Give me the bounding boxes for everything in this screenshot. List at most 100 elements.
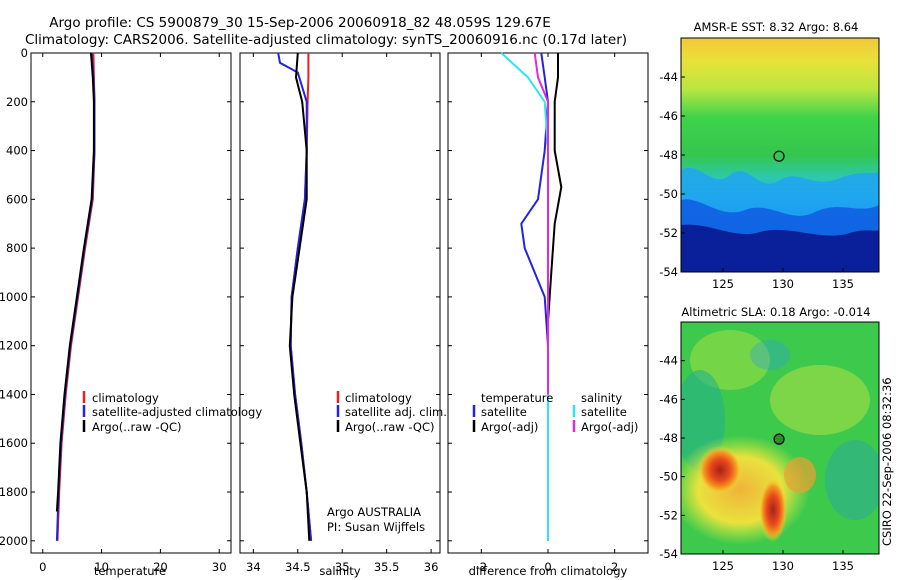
- salinity-panel: 34 34.5 35 35.5 36 salinity climatology sate…: [239, 52, 447, 578]
- sla-heatmap: [681, 322, 879, 554]
- x-tick-label: 2: [611, 560, 618, 574]
- legend-label-sal-argo: Argo(-adj): [581, 420, 638, 434]
- sla-hot-spot: [759, 478, 787, 542]
- x-tick-label: -2: [476, 560, 487, 574]
- x-tick-label: 125: [712, 559, 734, 573]
- y-tick-label: 1200: [0, 339, 28, 353]
- sst-deep-band: [681, 224, 879, 272]
- temperature-panel: 0 10 20 30 0 200 400 600 800 1000 1200 1400 1600 1800…: [0, 46, 262, 578]
- x-tick-label: 36: [424, 560, 439, 574]
- y-tick-label: 0: [21, 46, 28, 60]
- y-tick-label: -54: [659, 547, 678, 561]
- x-tick-label: 20: [153, 560, 168, 574]
- legend-label-temp-satellite: satellite: [481, 405, 527, 419]
- sla-blob: [825, 440, 879, 520]
- difference-panel: -2 0 2 difference from climatology tempera…: [447, 52, 649, 578]
- sst-heatmap: [681, 38, 879, 272]
- temperature-frame: [30, 52, 232, 554]
- y-tick-label: -50: [659, 187, 678, 201]
- x-tick-label: 135: [832, 277, 854, 291]
- series-line-satellite-adj-clim-: [277, 52, 313, 541]
- sst-map: AMSR-E SST: 8.32 Argo: 8.64 125 130 135 -44…: [659, 20, 880, 291]
- salinity-xlabel: salinity: [319, 564, 360, 578]
- y-tick-label: -50: [659, 470, 678, 484]
- series-line-satellite-adjusted-climatology: [55, 52, 96, 541]
- x-tick-label: 135: [832, 559, 854, 573]
- y-tick-label: 2000: [0, 534, 28, 548]
- y-tick-label: -52: [659, 226, 678, 240]
- y-tick-label: -48: [659, 431, 678, 445]
- y-tick-label: 1000: [0, 290, 28, 304]
- y-tick-label: -44: [659, 70, 678, 84]
- temperature-xlabel: temperature: [94, 564, 166, 578]
- x-tick-label: 0: [544, 560, 551, 574]
- x-tick-label: 125: [712, 277, 734, 291]
- temperature-legend: climatology satellite-adjusted climatolo…: [82, 391, 262, 434]
- y-tick-label: -46: [659, 392, 678, 406]
- difference-ticks: -2 0 2: [448, 52, 648, 574]
- salinity-lines: [277, 52, 313, 541]
- series-line-climatology: [289, 53, 313, 541]
- sla-blob: [770, 365, 870, 435]
- sst-argo-marker: [773, 150, 785, 162]
- sla-ticks: 125 130 135 -44 -46 -48 -50 -52 -54: [659, 354, 854, 573]
- y-tick-label: 800: [6, 241, 28, 255]
- y-tick-label: 200: [6, 95, 28, 109]
- series-line-argo-raw-qc-: [55, 52, 95, 512]
- legend-label-satellite: satellite-adjusted climatology: [92, 405, 262, 419]
- y-tick-label: -54: [659, 265, 678, 279]
- y-tick-label: 1800: [0, 485, 28, 499]
- legend-label-argo: Argo(..raw -QC): [345, 420, 435, 434]
- x-tick-label: 35.5: [374, 560, 400, 574]
- figure-title-line1: Argo profile: CS 5900879_30 15-Sep-2006 …: [49, 15, 551, 31]
- x-tick-label: 130: [772, 559, 794, 573]
- sla-map: Altimetric SLA: 0.18 Argo: -0.014 125 130…: [659, 305, 880, 573]
- argo-australia-label: Argo AUSTRALIA: [327, 505, 421, 519]
- sla-blob: [750, 340, 790, 370]
- y-tick-label: -44: [659, 354, 678, 368]
- sla-argo-marker: [773, 433, 785, 445]
- salinity-legend: climatology satellite adj. clim. Argo(..…: [336, 391, 447, 434]
- salinity-frame: [239, 52, 441, 554]
- y-tick-label: -46: [659, 109, 678, 123]
- x-tick-label: 34.5: [285, 560, 311, 574]
- temperature-ticks: 0 10 20 30 0 200 400 600 800 1000 1200 1400 1600 1800…: [0, 46, 231, 574]
- legend-title-temperature: temperature: [481, 391, 553, 405]
- salinity-ticks: 34 34.5 35 35.5 36: [240, 52, 440, 574]
- figure-title-line2: Climatology: CARS2006. Satellite-adjuste…: [25, 32, 627, 48]
- series-line-salinity-satellite: [500, 52, 549, 541]
- y-tick-label: 400: [6, 144, 28, 158]
- difference-legend: temperature satellite Argo(-adj) salinit…: [472, 391, 638, 434]
- y-tick-label: -48: [659, 148, 678, 162]
- x-tick-label: 10: [94, 560, 109, 574]
- sla-blob: [784, 457, 816, 493]
- series-line-argo-raw-qc-: [288, 52, 311, 541]
- x-tick-label: 130: [772, 277, 794, 291]
- x-tick-label: 0: [39, 560, 46, 574]
- legend-label-climatology: climatology: [345, 391, 412, 405]
- y-tick-label: 1400: [0, 387, 28, 401]
- x-tick-label: 34: [246, 560, 261, 574]
- sst-title: AMSR-E SST: 8.32 Argo: 8.64: [694, 20, 859, 34]
- csiro-stamp: CSIRO 22-Sep-2006 08:32:36: [880, 377, 894, 546]
- y-tick-label: 1600: [0, 436, 28, 450]
- legend-label-climatology: climatology: [92, 391, 159, 405]
- sst-ticks: 125 130 135 -44 -46 -48 -50 -52 -54: [659, 70, 854, 291]
- series-line-temperature-satellite: [520, 52, 550, 541]
- sla-warm-region: [681, 435, 810, 545]
- sla-hot-spot: [698, 446, 742, 494]
- series-line-salinity-argo-adj-: [533, 52, 549, 395]
- sla-title: Altimetric SLA: 0.18 Argo: -0.014: [681, 305, 870, 319]
- pi-label: PI: Susan Wijffels: [327, 520, 425, 534]
- legend-label-temp-argo: Argo(-adj): [481, 420, 538, 434]
- legend-label-argo: Argo(..raw -QC): [92, 420, 182, 434]
- difference-lines: [500, 52, 563, 541]
- legend-title-salinity: salinity: [581, 391, 622, 405]
- x-tick-label: 30: [212, 560, 227, 574]
- difference-xlabel: difference from climatology: [469, 564, 628, 578]
- legend-label-satellite: satellite adj. clim.: [345, 405, 447, 419]
- y-tick-label: -52: [659, 508, 678, 522]
- temperature-lines: [55, 52, 96, 541]
- x-tick-label: 35: [335, 560, 350, 574]
